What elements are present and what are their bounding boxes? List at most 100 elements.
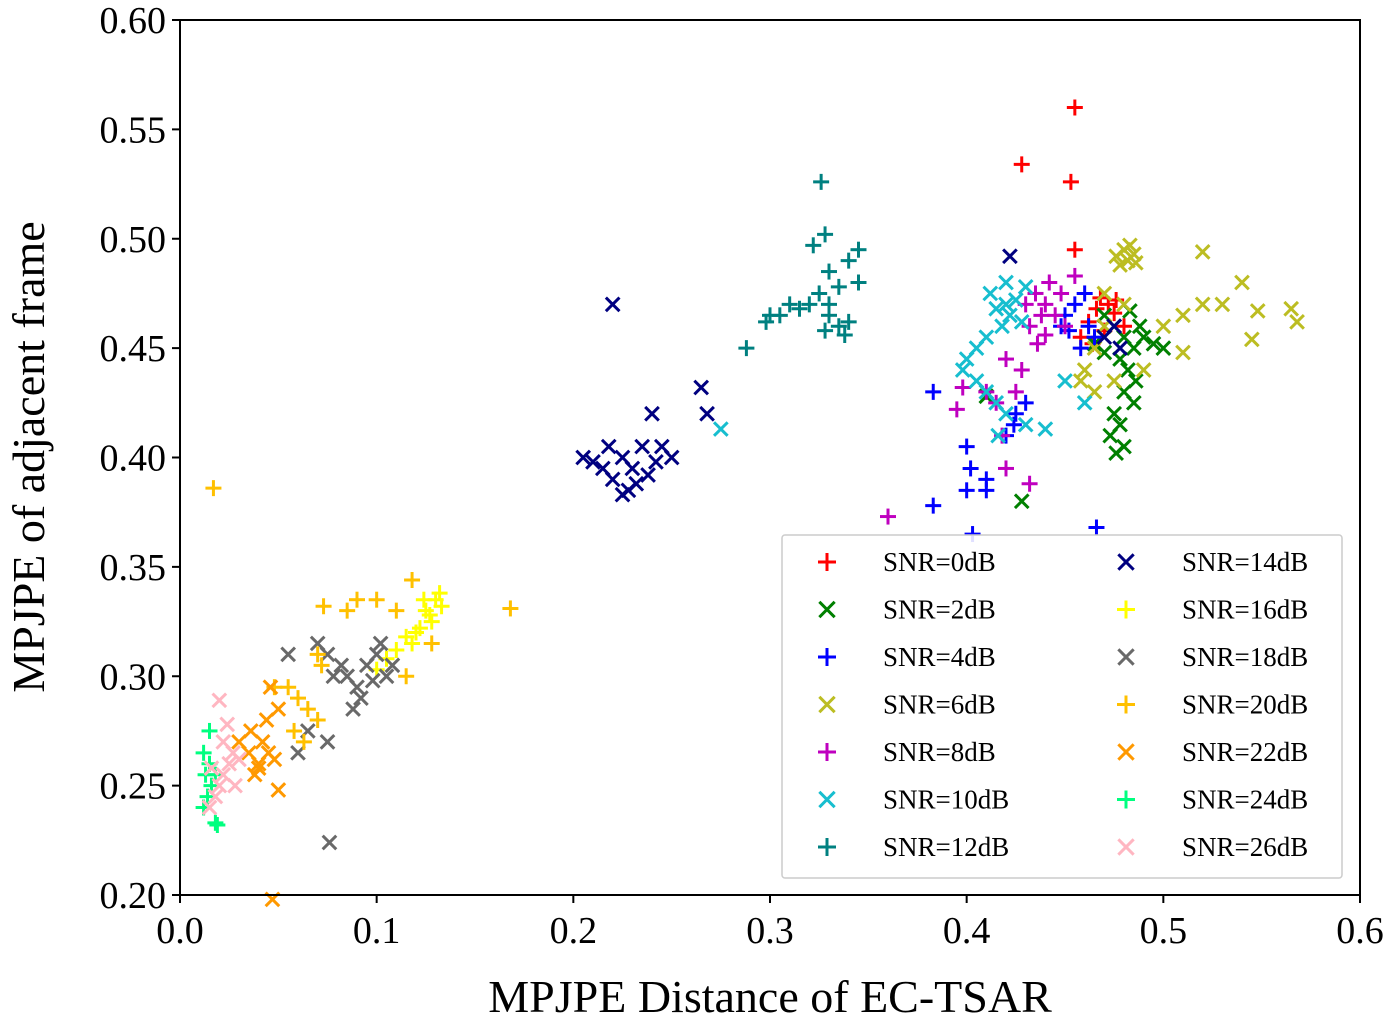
legend-entry-label: SNR=26dB [1182, 832, 1308, 862]
point-series-4 [1041, 274, 1058, 291]
point-series-6 [850, 274, 867, 291]
point-series-4 [1037, 327, 1054, 343]
point-series-9 [372, 635, 389, 652]
point-series-0 [1066, 99, 1083, 116]
point-series-13 [221, 755, 238, 772]
point-series-10 [349, 591, 365, 608]
point-series-8 [433, 598, 450, 615]
x-tick-label: 0.5 [1140, 910, 1188, 952]
x-tick-label: 0.3 [746, 910, 794, 952]
y-axis: 0.20 0.25 0.30 0.35 0.40 0.45 0.50 0.55 0.60 [100, 0, 180, 917]
legend: SNR=0dB SNR=2dB SNR=4dB SNR=6dB SNR=8dB SNR=1… [781, 534, 1343, 879]
point-series-8 [431, 585, 448, 602]
y-tick-label: 0.40 [100, 438, 167, 480]
legend-entry-label: SNR=6dB [883, 690, 996, 720]
point-series-1 [1125, 394, 1142, 411]
point-series-5 [712, 421, 729, 437]
legend-entry-label: SNR=18dB [1182, 642, 1308, 672]
point-series-1 [1135, 329, 1152, 346]
point-series-6 [813, 173, 830, 190]
point-series-9 [353, 690, 369, 706]
point-series-10 [309, 712, 326, 728]
point-series-10 [290, 690, 306, 707]
point-series-7 [585, 454, 601, 470]
point-series-0 [1066, 241, 1083, 258]
point-series-10 [423, 635, 440, 652]
point-series-6 [817, 226, 834, 243]
point-series-9 [325, 668, 342, 685]
point-series-5 [1057, 373, 1073, 389]
point-series-4 [1013, 362, 1030, 378]
point-series-7 [614, 486, 631, 503]
point-series-8 [411, 620, 428, 637]
point-series-5 [998, 405, 1014, 422]
point-series-6 [811, 285, 828, 302]
point-series-13 [201, 799, 218, 816]
point-series-2 [1017, 394, 1034, 411]
point-series-9 [384, 657, 401, 674]
point-series-4 [1066, 267, 1083, 284]
legend-marker [1117, 553, 1135, 571]
point-series-3 [1249, 303, 1266, 319]
legend-entry-label: SNR=24dB [1182, 785, 1308, 815]
point-series-1 [1102, 427, 1119, 444]
legend-entry-label: SNR=12dB [883, 832, 1009, 862]
point-series-7 [693, 379, 710, 396]
legend-marker [818, 553, 836, 571]
point-series-6 [781, 296, 798, 313]
point-series-10 [313, 657, 330, 674]
point-series-8 [398, 628, 415, 645]
point-series-5 [1013, 314, 1030, 330]
y-tick-label: 0.25 [100, 766, 167, 808]
y-axis-label: MPJPE of adjacent frame [3, 221, 54, 692]
point-series-13 [207, 788, 224, 805]
point-series-6 [830, 278, 847, 295]
point-series-3 [1127, 254, 1144, 271]
point-series-1 [1145, 335, 1162, 352]
point-series-12 [209, 817, 226, 833]
point-series-9 [333, 657, 350, 674]
point-series-11 [270, 782, 287, 798]
legend-marker [818, 743, 836, 761]
point-series-9 [349, 679, 365, 696]
point-series-3 [1106, 373, 1123, 389]
point-series-9 [280, 646, 297, 663]
legend-entry-label: SNR=8dB [883, 737, 996, 767]
point-series-6 [791, 300, 808, 317]
legend-marker [818, 600, 836, 619]
point-series-11 [262, 679, 279, 696]
point-series-4 [1047, 307, 1064, 324]
point-series-5 [1017, 279, 1034, 295]
point-series-10 [502, 600, 519, 617]
y-tick-label: 0.35 [100, 547, 167, 589]
legend-marker [1117, 790, 1135, 809]
point-series-4 [1053, 285, 1070, 302]
legend-entry-label: SNR=2dB [883, 595, 996, 625]
legend-marker [1117, 600, 1135, 619]
legend-entry-label: SNR=20dB [1182, 690, 1308, 720]
point-series-3 [1096, 285, 1113, 302]
point-series-2 [978, 482, 995, 499]
point-series-2 [1007, 405, 1024, 422]
point-series-6 [821, 263, 837, 280]
y-tick-label: 0.60 [100, 0, 167, 42]
point-series-4 [998, 351, 1014, 368]
point-series-11 [231, 734, 247, 750]
x-axis: 0.0 0.1 0.2 0.3 0.4 0.5 0.6 [156, 895, 1384, 952]
point-series-5 [998, 296, 1014, 313]
point-series-3 [1194, 244, 1211, 260]
point-series-3 [1122, 237, 1138, 254]
point-series-3 [1108, 248, 1124, 265]
point-series-2 [1088, 519, 1105, 536]
point-series-4 [1037, 296, 1054, 313]
point-series-10 [280, 679, 297, 696]
point-series-13 [231, 751, 247, 768]
y-tick-label: 0.55 [100, 109, 167, 151]
point-series-3 [1175, 307, 1191, 324]
legend-marker [1117, 695, 1135, 714]
point-series-9 [309, 635, 326, 652]
point-series-6 [805, 237, 822, 254]
point-series-3 [1135, 362, 1152, 378]
point-series-7 [628, 475, 645, 492]
point-series-4 [1057, 318, 1073, 335]
